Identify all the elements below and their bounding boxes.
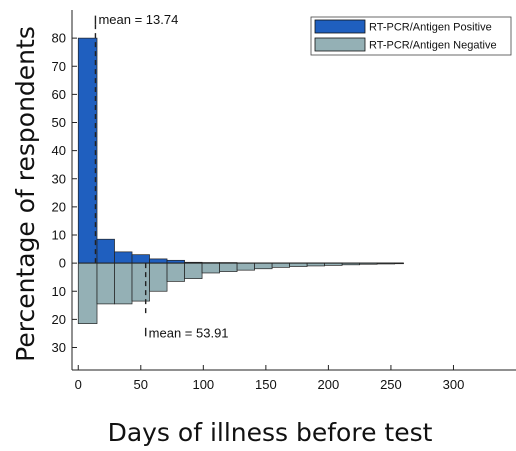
x-tick-label: 100 [192, 377, 214, 392]
y-tick-labels: 30 20 10 0 10 20 30 40 50 60 70 80 [52, 31, 66, 355]
legend: RT-PCR/Antigen Positive RT-PCR/Antigen N… [310, 16, 512, 56]
negative-bar [271, 262, 290, 268]
y-tick-label: 80 [52, 31, 66, 46]
x-tick-labels: 0 50 100 150 200 250 300 [75, 377, 465, 392]
negative-bar [166, 262, 185, 282]
mean-markers-group: mean = 13.74 mean = 53.91 [94, 12, 229, 340]
negative-bars-group [77, 262, 404, 324]
y-tick-label: 60 [52, 87, 66, 102]
x-tick-label: 300 [443, 377, 465, 392]
y-tick-label: 20 [52, 312, 66, 327]
negative-bar [131, 262, 150, 302]
legend-label-negative: RT-PCR/Antigen Negative [369, 40, 497, 52]
y-tick-label: 40 [52, 143, 66, 158]
negative-bar [289, 262, 308, 267]
x-tick-label: 250 [380, 377, 402, 392]
negative-bar [184, 262, 203, 279]
x-tick-label: 0 [75, 377, 82, 392]
y-tick-label: 0 [59, 256, 66, 271]
positive-bar [149, 258, 168, 264]
x-tick-label: 200 [318, 377, 340, 392]
negative-bar [236, 262, 255, 271]
positive-bars-group [77, 37, 404, 264]
negative-bar [96, 262, 115, 305]
positive-mean-label: mean = 13.74 [98, 12, 178, 27]
y-tick-label: 70 [52, 59, 66, 74]
negative-bar [219, 262, 238, 272]
x-tick-label: 50 [134, 377, 148, 392]
legend-swatch-negative [314, 37, 366, 52]
x-axis-title: Days of illness before test [108, 418, 433, 447]
y-tick-label: 50 [52, 115, 66, 130]
y-axis-title: Percentage of respondents [11, 26, 40, 362]
positive-bar [114, 251, 133, 264]
negative-bar [114, 262, 133, 305]
y-tick-label: 10 [52, 228, 66, 243]
y-tick-label: 30 [52, 340, 66, 355]
x-tick-label: 150 [255, 377, 277, 392]
positive-bar [96, 238, 115, 264]
y-tick-label: 10 [52, 284, 66, 299]
negative-bar [254, 262, 273, 270]
axes-group [71, 10, 516, 371]
negative-mean-label: mean = 53.91 [149, 325, 229, 340]
positive-bar [77, 37, 98, 264]
y-tick-label: 20 [52, 199, 66, 214]
legend-swatch-positive [314, 19, 366, 34]
legend-label-positive: RT-PCR/Antigen Positive [369, 22, 492, 34]
positive-bar [131, 254, 150, 264]
negative-bar [149, 262, 168, 292]
y-tick-label: 30 [52, 171, 66, 186]
negative-bar [77, 262, 98, 324]
negative-bar [201, 262, 220, 274]
